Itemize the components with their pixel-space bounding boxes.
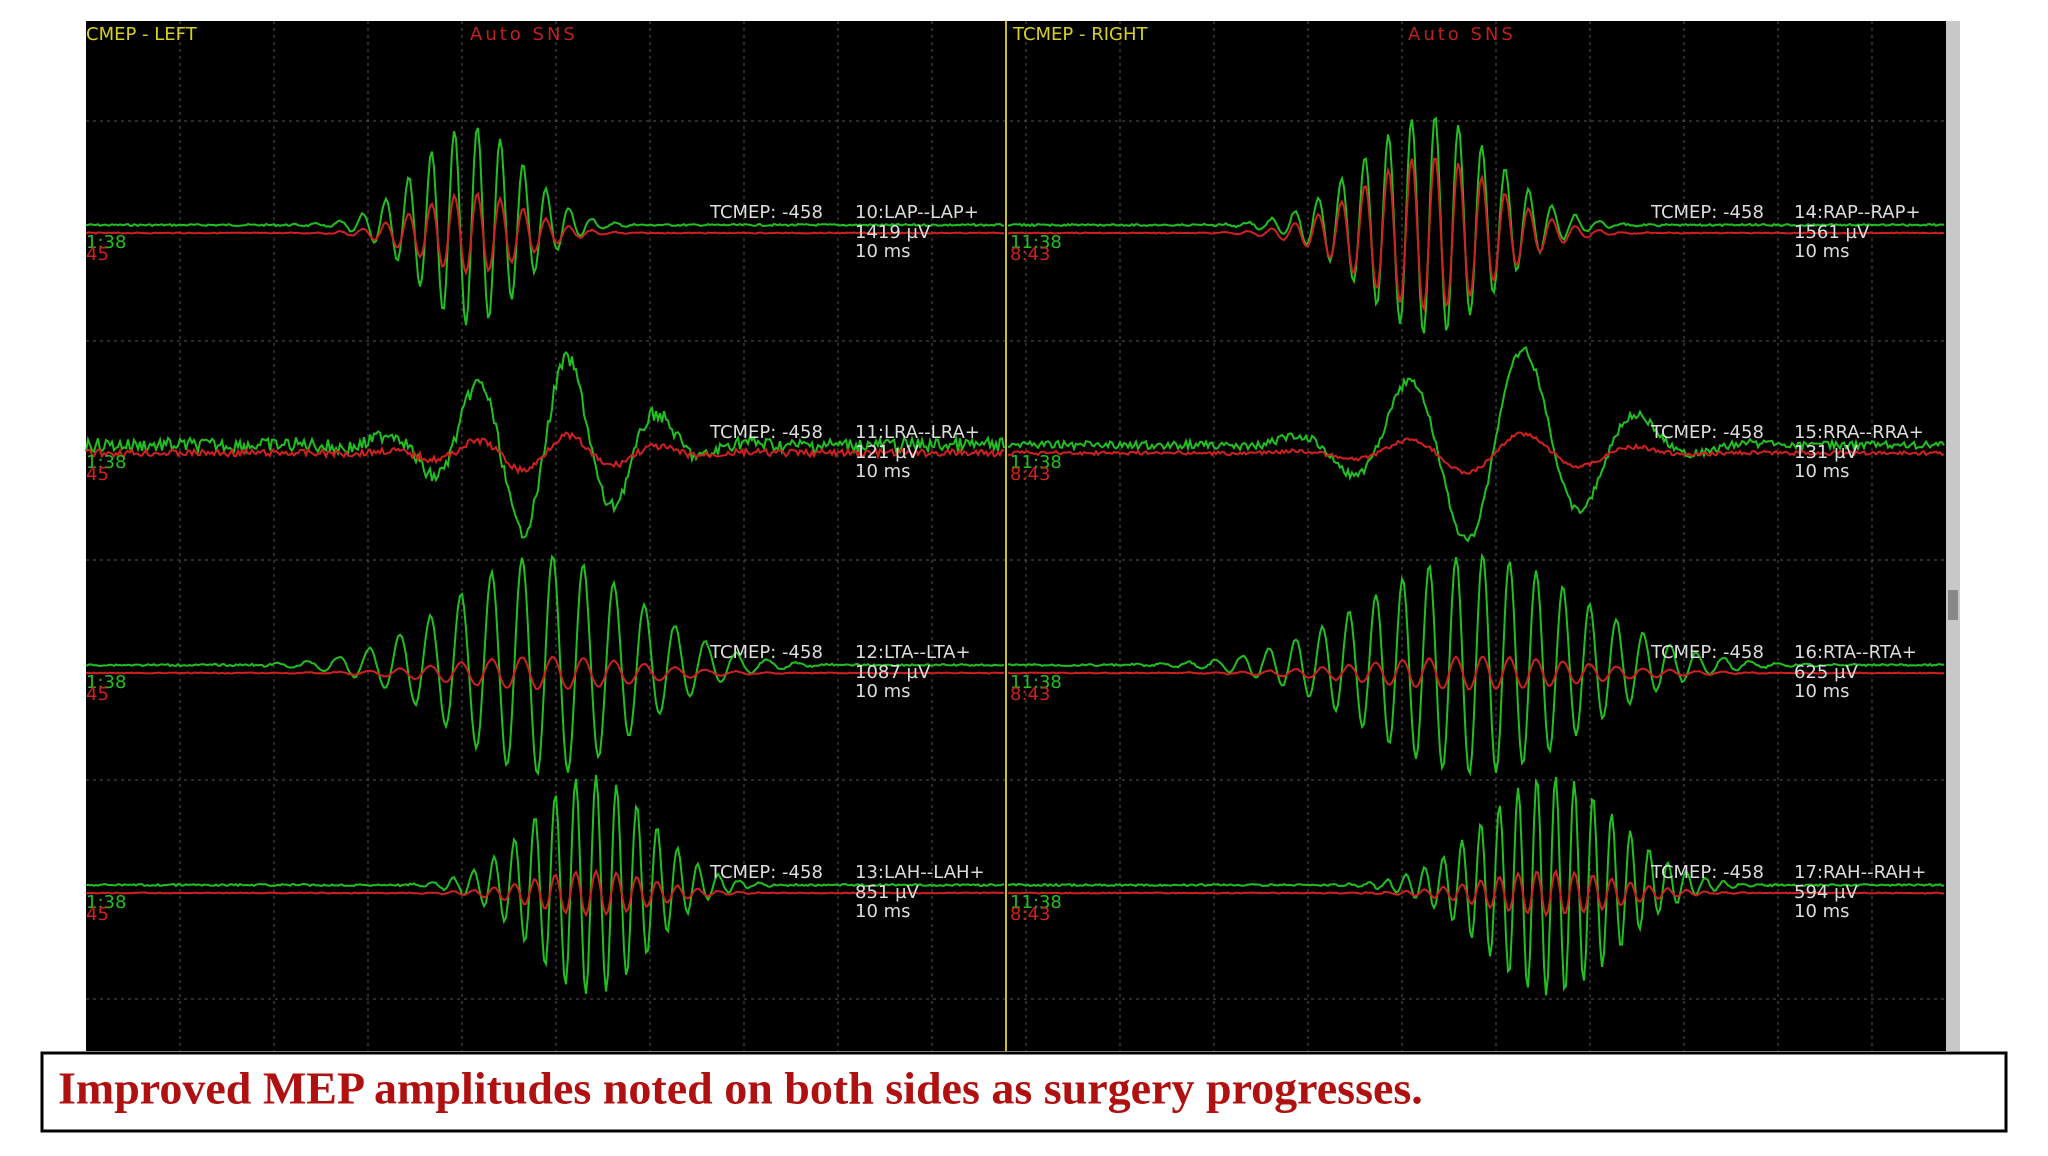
- channel-mode: TCMEP: -458: [709, 862, 823, 883]
- time-green: 11:38: [1010, 892, 1062, 913]
- waveform: [1007, 868, 1945, 918]
- waveform: [85, 774, 1005, 994]
- time-red: 8:43: [1010, 244, 1050, 265]
- time-red: 45: [86, 684, 109, 705]
- waveform: [1007, 157, 1945, 313]
- time-green: 1:38: [86, 232, 126, 253]
- channel-amplitude: 121 µV: [855, 442, 920, 463]
- channel-sweep: 10 ms: [1794, 901, 1850, 922]
- channel-name: 17:RAH--RAH+: [1794, 862, 1926, 883]
- waveform: [1007, 655, 1945, 691]
- channel-mode: TCMEP: -458: [1650, 422, 1764, 443]
- waveform: [85, 431, 1005, 475]
- channel-sweep: 10 ms: [1794, 241, 1850, 262]
- time-red: 45: [86, 464, 109, 485]
- channel-name: 15:RRA--RRA+: [1794, 422, 1924, 443]
- time-red: 8:43: [1010, 684, 1050, 705]
- caption-box: [40, 1051, 2008, 1133]
- channel-name: 11:LRA--LRA+: [855, 422, 980, 443]
- waveform: [85, 350, 1005, 539]
- time-green: 11:38: [1010, 672, 1062, 693]
- left-title: CMEP - LEFT: [86, 24, 198, 45]
- channel-sweep: 10 ms: [855, 461, 911, 482]
- waveform: [85, 554, 1005, 777]
- time-green: 11:38: [1010, 452, 1062, 473]
- channel-mode: TCMEP: -458: [709, 202, 823, 223]
- waveform: [1007, 552, 1945, 777]
- waveform: [85, 191, 1005, 277]
- scroll-thumb: [1948, 590, 1958, 620]
- traces: [85, 116, 1945, 996]
- caption: Improved MEP amplitudes noted on both si…: [58, 1063, 1423, 1114]
- channel-name: 16:RTA--RTA+: [1794, 642, 1917, 663]
- channel-mode: TCMEP: -458: [709, 422, 823, 443]
- channel-amplitude: 625 µV: [1794, 662, 1859, 683]
- time-red: 45: [86, 244, 109, 265]
- channel-sweep: 10 ms: [1794, 461, 1850, 482]
- time-green: 11:38: [1010, 232, 1062, 253]
- right-title: TCMEP - RIGHT: [1012, 24, 1149, 45]
- channel-mode: TCMEP: -458: [1650, 862, 1764, 883]
- waveform: [85, 868, 1005, 918]
- channel-amplitude: 131 µV: [1794, 442, 1859, 463]
- channel-amplitude: 1561 µV: [1794, 222, 1870, 243]
- channel-amplitude: 1419 µV: [855, 222, 931, 243]
- waveform: [85, 127, 1005, 326]
- scrollbar: [1946, 21, 1960, 1051]
- waveform: [85, 655, 1005, 691]
- waveform: [1007, 346, 1945, 543]
- left-mode: Auto SNS: [470, 24, 578, 45]
- time-red: 8:43: [1010, 464, 1050, 485]
- time-green: 1:38: [86, 892, 126, 913]
- channel-amplitude: 594 µV: [1794, 882, 1859, 903]
- waveform: [1007, 431, 1945, 475]
- channel-name: 13:LAH--LAH+: [855, 862, 985, 883]
- grid: [86, 21, 1946, 1051]
- trace-panel: [86, 21, 1960, 1051]
- channel-mode: TCMEP: -458: [1650, 202, 1764, 223]
- channel-name: 14:RAP--RAP+: [1794, 202, 1921, 223]
- channel-amplitude: 851 µV: [855, 882, 920, 903]
- time-green: 1:38: [86, 672, 126, 693]
- channel-mode: TCMEP: -458: [709, 642, 823, 663]
- time-red: 8:43: [1010, 904, 1050, 925]
- channel-mode: TCMEP: -458: [1650, 642, 1764, 663]
- channel-name: 10:LAP--LAP+: [855, 202, 979, 223]
- time-red: 45: [86, 904, 109, 925]
- channel-amplitude: 1087 µV: [855, 662, 931, 683]
- right-mode: Auto SNS: [1408, 24, 1516, 45]
- channel-sweep: 10 ms: [855, 681, 911, 702]
- waveform: [1007, 776, 1945, 996]
- channel-sweep: 10 ms: [855, 901, 911, 922]
- channel-sweep: 10 ms: [1794, 681, 1850, 702]
- channel-sweep: 10 ms: [855, 241, 911, 262]
- time-green: 1:38: [86, 452, 126, 473]
- channel-name: 12:LTA--LTA+: [855, 642, 971, 663]
